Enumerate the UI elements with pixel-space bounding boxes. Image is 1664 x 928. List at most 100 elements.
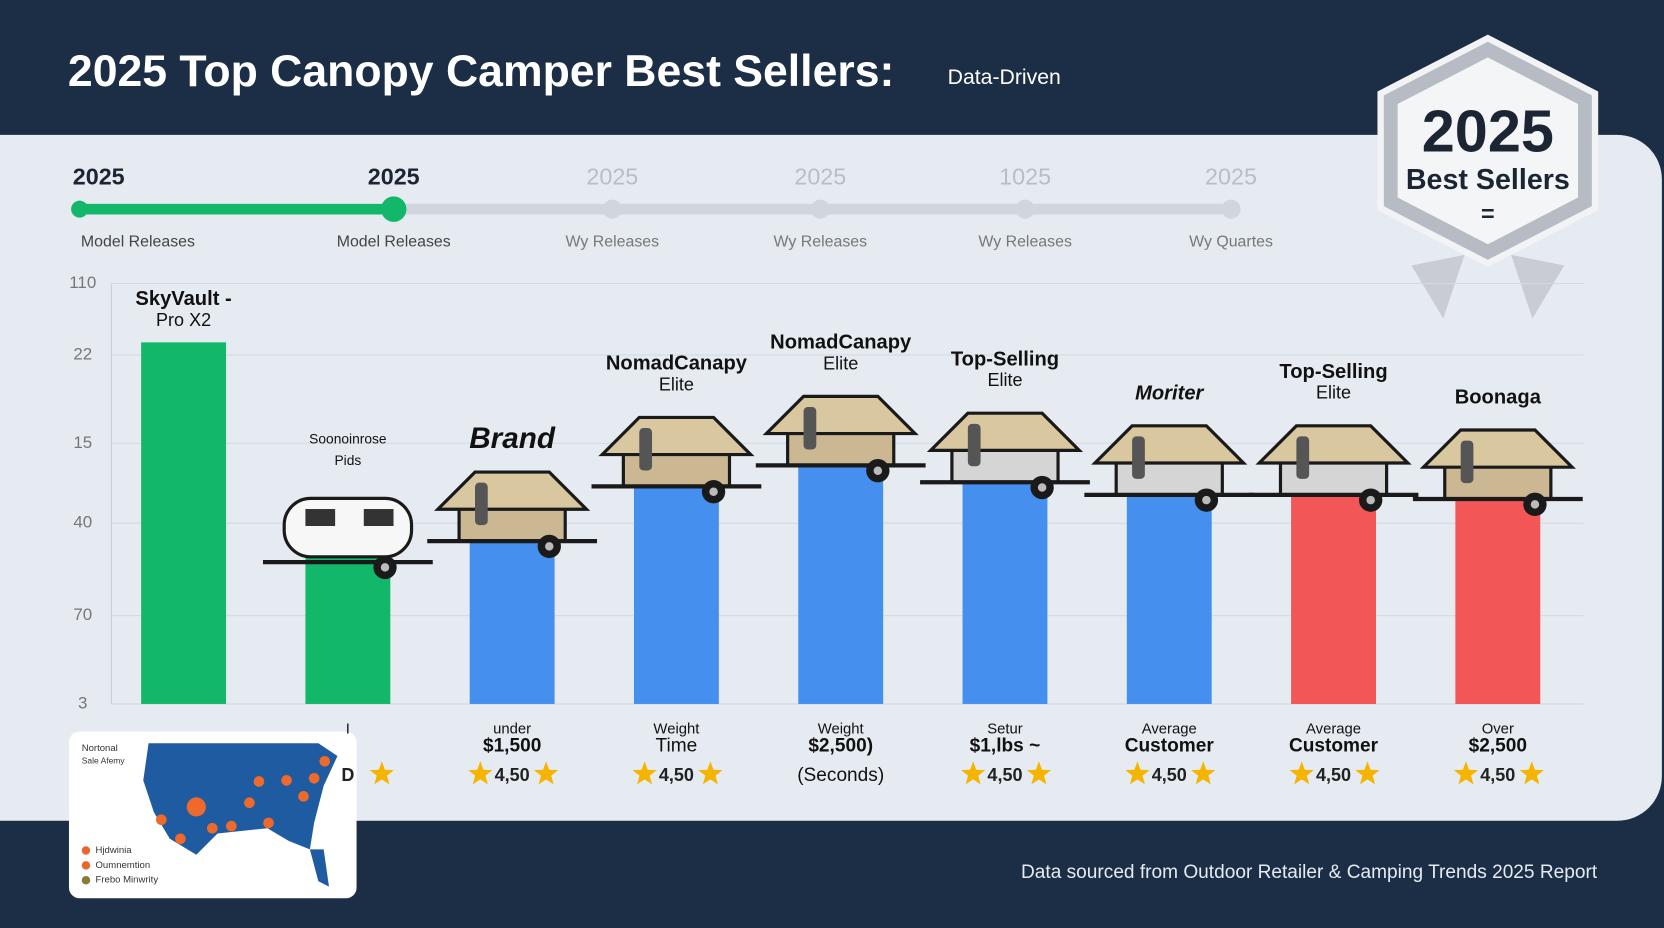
badge-mark: = (1481, 201, 1495, 227)
bar-label: Top-Selling (1279, 361, 1387, 383)
camper-illustration (920, 411, 1090, 500)
rating: D (341, 765, 354, 785)
camper-door (1132, 436, 1145, 479)
star-icon (1125, 761, 1150, 785)
timeline-year: 1025 (999, 164, 1051, 190)
camper-hub (1037, 483, 1047, 492)
y-tick-label: 22 (73, 344, 92, 363)
camper-hub (1530, 500, 1540, 509)
camper-door (639, 428, 653, 471)
map-marker (308, 772, 320, 784)
bar (633, 481, 719, 704)
bar-caption: (Seconds) (797, 765, 884, 786)
y-tick-label: 15 (73, 433, 92, 452)
map-marker (186, 797, 206, 817)
camper-illustration (755, 394, 926, 483)
star-icon (369, 761, 394, 785)
bar-caption: Weight (653, 721, 700, 737)
legend-swatch (81, 875, 91, 885)
camper-illustration (427, 470, 598, 559)
map-marker (263, 817, 274, 829)
subtitle: Data-Driven (948, 66, 1061, 89)
camper-illustration (591, 415, 762, 504)
bar-caption: Over (1482, 721, 1514, 737)
camper-door (967, 423, 981, 467)
map-marker (175, 833, 186, 845)
bar (1291, 489, 1376, 704)
legend-label: Hjdwinia (96, 845, 133, 856)
ribbon (1511, 254, 1565, 319)
map-title: Sale Afemy (82, 756, 126, 766)
map-marker (281, 775, 292, 786)
camper-door (1296, 436, 1310, 479)
camper-door (475, 482, 488, 526)
camper-hub (709, 487, 718, 496)
bar-label: Elite (659, 374, 694, 394)
bar (798, 460, 884, 704)
timeline-dot (810, 199, 830, 219)
badge-text: Best Sellers (1406, 164, 1570, 196)
bar-caption: Customer (1125, 735, 1215, 756)
bar-caption: $1,lbs ~ (970, 735, 1041, 756)
rating: 4,50 (495, 765, 530, 785)
bar-caption: Customer (1289, 735, 1379, 756)
rating: 4,50 (1316, 765, 1351, 785)
camper-hub (1202, 495, 1211, 505)
badge-face (1397, 57, 1579, 245)
timeline-label: Wy Releases (978, 233, 1072, 250)
bar-label: SkyVault - (135, 288, 231, 310)
bar-caption: $2,500 (1469, 735, 1527, 756)
map-marker (319, 755, 331, 767)
star-icon (698, 761, 723, 785)
bar (141, 342, 227, 704)
camper-illustration (1248, 424, 1419, 512)
rating: 4,50 (987, 765, 1022, 785)
map-marker (298, 791, 309, 802)
camper-hub (1366, 495, 1375, 505)
timeline-dot (380, 196, 407, 222)
bar-caption: Weight (818, 721, 865, 737)
y-tick-label: 70 (73, 605, 92, 624)
bar-caption: under (493, 721, 531, 737)
map-marker (156, 814, 167, 826)
star-icon (1355, 761, 1380, 785)
timeline-label: Wy Releases (774, 233, 868, 250)
camper-hub (545, 542, 554, 551)
bar-label: Brand (469, 422, 556, 455)
map-marker (226, 820, 237, 832)
star-icon (1289, 761, 1314, 785)
bar-label: Boonaga (1455, 386, 1542, 408)
timeline-year: 2025 (368, 164, 420, 190)
timeline-dot (602, 199, 622, 219)
camper-window (363, 509, 394, 527)
bar-label: Elite (987, 370, 1022, 390)
bar-label: Pro X2 (156, 310, 211, 330)
map-shape (309, 849, 329, 887)
y-tick-label: 110 (69, 273, 96, 292)
badge-year: 2025 (1422, 98, 1554, 165)
chart-title: 2025 Top Canopy Camper Best Sellers: (68, 47, 894, 96)
camper-door (1460, 440, 1474, 484)
star-icon (534, 761, 559, 785)
timeline-year: 2025 (73, 164, 125, 190)
bar (962, 476, 1048, 704)
source-note: Data sourced from Outdoor Retailer & Cam… (1021, 862, 1598, 883)
map-title: Nortonal (82, 743, 118, 754)
timeline-year: 2025 (1205, 164, 1257, 190)
bar-caption: Average (1306, 721, 1361, 737)
star-icon (1519, 761, 1544, 785)
camper-illustration (1412, 428, 1583, 517)
camper-body (282, 496, 414, 559)
rating: 4,50 (1152, 765, 1187, 785)
timeline-label: Model Releases (337, 233, 451, 250)
legend-swatch (81, 861, 91, 870)
bar (305, 556, 391, 704)
y-tick-label: 3 (78, 693, 87, 712)
timeline-dot (1221, 199, 1241, 219)
timeline-year: 2025 (586, 164, 638, 190)
star-icon (961, 761, 986, 785)
bar-caption: $2,500) (808, 735, 873, 756)
bar-label: Pids (334, 453, 361, 468)
timeline-dot (71, 200, 89, 218)
